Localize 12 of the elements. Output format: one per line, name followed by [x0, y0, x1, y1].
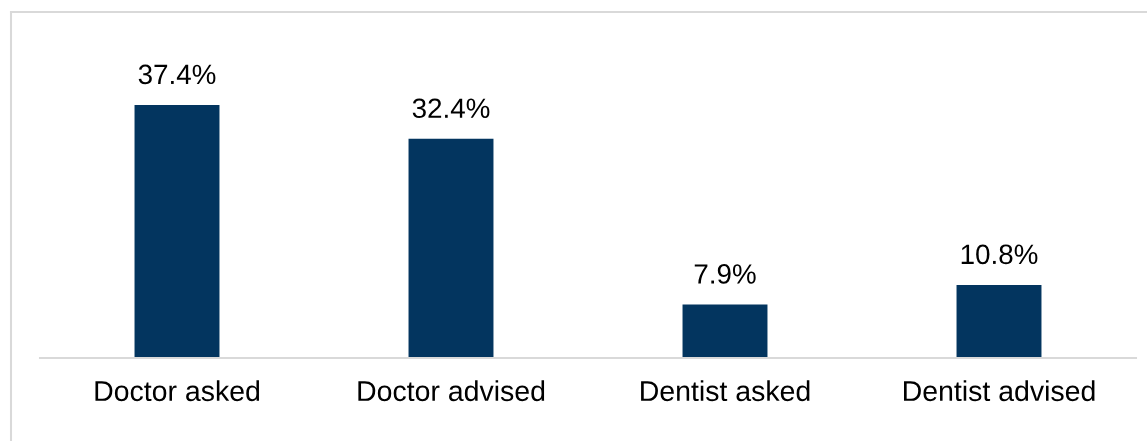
data-label: 37.4% [138, 64, 216, 85]
bar [134, 105, 220, 358]
data-label: 32.4% [412, 98, 490, 119]
bar [408, 138, 494, 358]
data-label: 7.9% [694, 264, 756, 284]
bar [682, 304, 768, 358]
x-tick-label: Dentist asked [641, 380, 810, 402]
data-label: 10.8% [961, 244, 1038, 265]
x-tick-label: Doctor asked [95, 380, 260, 402]
x-tick-label: Doctor advised [358, 380, 545, 402]
bar [956, 284, 1042, 358]
x-tick-label: Dentist advised [904, 380, 1095, 402]
